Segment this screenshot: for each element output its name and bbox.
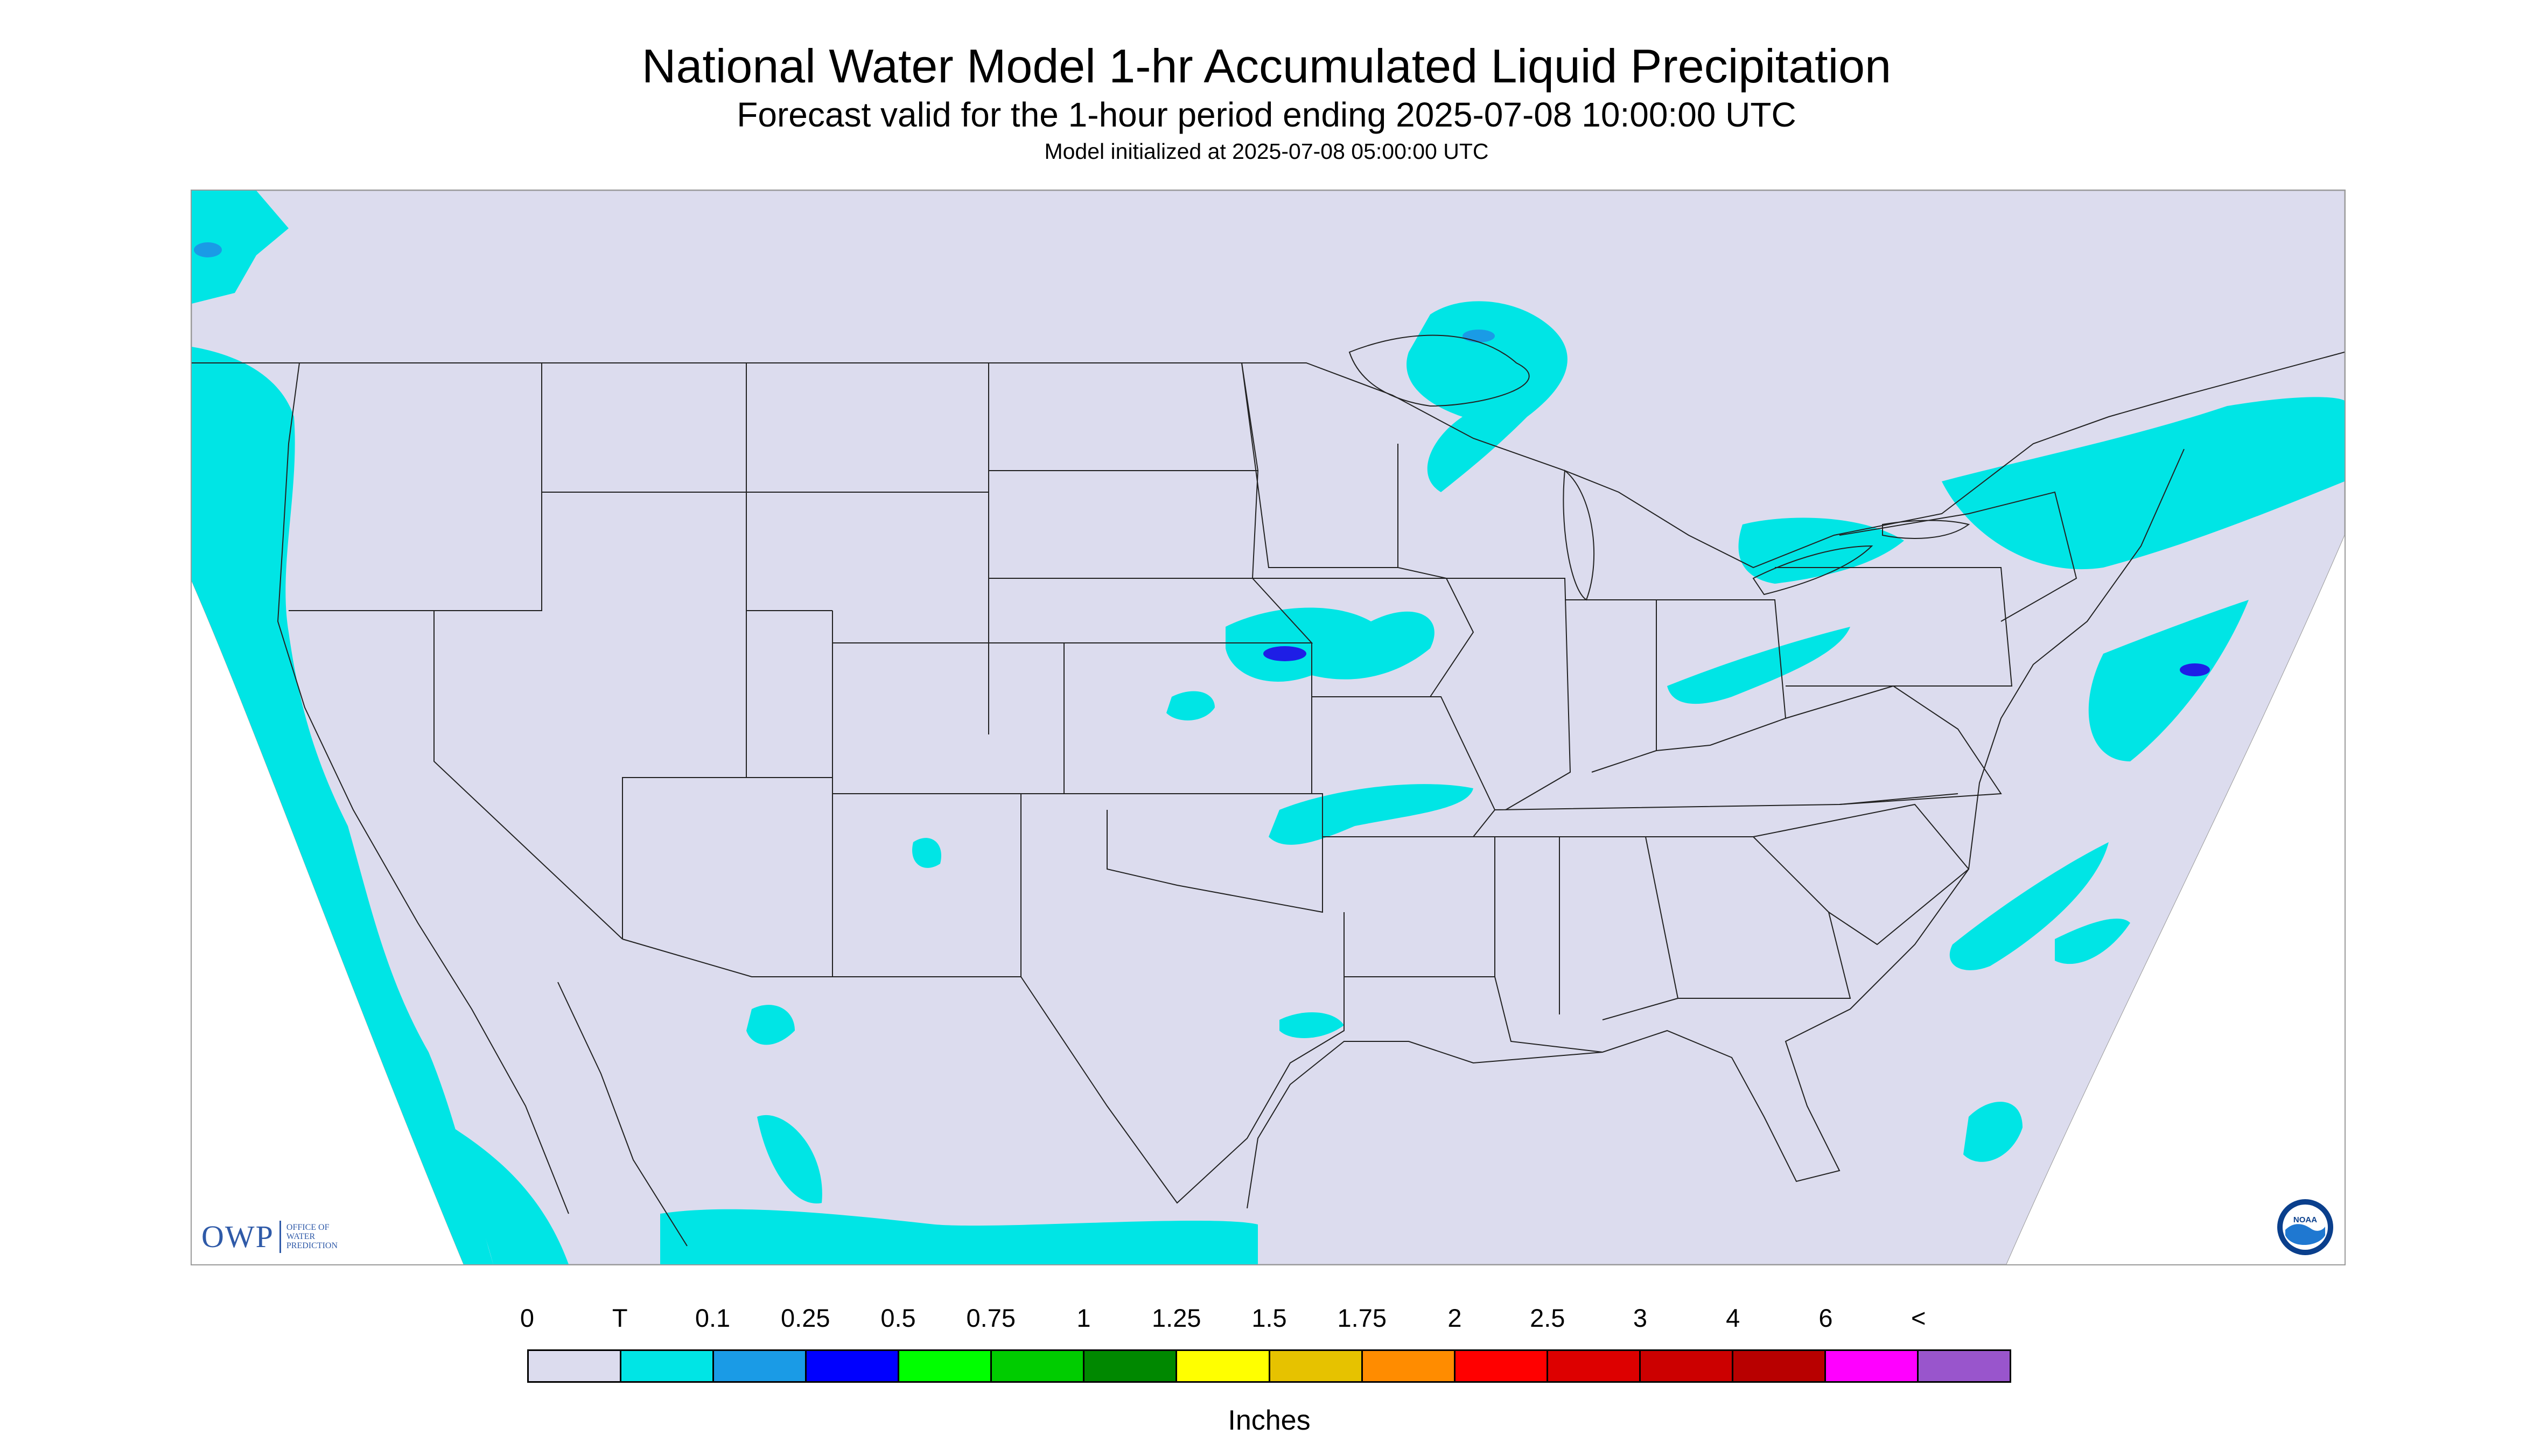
- legend-swatch-4: [899, 1351, 992, 1381]
- precip-pacific-nw: [192, 191, 289, 304]
- lake-superior-outline: [1348, 334, 1530, 407]
- legend-swatch-6: [1084, 1351, 1178, 1381]
- precip-iowa: [1226, 607, 1435, 682]
- state-borders: [192, 334, 2345, 1247]
- legend-colorbar: [527, 1349, 2011, 1383]
- precip-oklahoma-band: [1269, 784, 1473, 845]
- border-louisiana: [1344, 976, 1603, 1053]
- precip-atlantic-south: [2055, 918, 2130, 964]
- legend-label-8: 1.5: [1251, 1304, 1287, 1332]
- border-oklahoma: [1021, 793, 1323, 913]
- legend-label-11: 2.5: [1530, 1304, 1565, 1332]
- border-texas: [1020, 912, 1345, 1204]
- legend-swatch-9: [1362, 1351, 1456, 1381]
- lake-ontario-outline: [1882, 520, 1970, 539]
- legend-label-9: 1.75: [1337, 1304, 1387, 1332]
- legend-label-10: 2: [1447, 1304, 1462, 1332]
- legend-swatch-15: [1918, 1351, 2010, 1381]
- border-alabama: [1559, 836, 1679, 1020]
- legend-swatch-3: [807, 1351, 900, 1381]
- legend-swatch-2: [714, 1351, 807, 1381]
- legend-label-4: 0.5: [880, 1304, 916, 1332]
- legend-swatch-14: [1825, 1351, 1919, 1381]
- precip-new-mexico: [912, 838, 941, 868]
- precip-gulf-southwest: [1963, 1102, 2023, 1162]
- map-title: National Water Model 1-hr Accumulated Li…: [641, 39, 1892, 93]
- border-indiana: [1565, 599, 1657, 773]
- precip-lake-superior: [1407, 301, 1568, 492]
- owp-acronym: OWP: [201, 1219, 274, 1254]
- owp-divider: [279, 1220, 281, 1253]
- lake-michigan-outline: [1563, 470, 1595, 601]
- border-minnesota: [1241, 362, 1398, 568]
- border-west-2: [542, 492, 832, 611]
- border-pennsylvania: [1775, 567, 2013, 687]
- border-illinois: [1473, 578, 1571, 810]
- precip-pacific-coast: [192, 347, 493, 1264]
- coast-pacific: [277, 362, 569, 1214]
- lake-erie-outline: [1752, 545, 1873, 596]
- precip-mexico-west: [757, 1115, 822, 1203]
- legend-label-7: 1.25: [1152, 1304, 1201, 1332]
- legend-swatch-8: [1270, 1351, 1363, 1381]
- border-wyoming: [746, 492, 989, 643]
- precip-atlantic-streak: [1949, 842, 2109, 970]
- legend-swatch-12: [1640, 1351, 1733, 1381]
- legend-label-6: 1: [1076, 1304, 1091, 1332]
- border-west-1: [289, 363, 542, 611]
- precip-areas: [192, 191, 2345, 1264]
- legend-labels: 0 T 0.1 0.25 0.5 0.75 1 1.25 1.5 1.75 2 2.5 3 4 6 <: [520, 1303, 2011, 1341]
- border-nevada: [433, 611, 623, 940]
- owp-logo: OWP OFFICE OF WATER PREDICTION: [201, 1219, 338, 1255]
- legend-swatch-11: [1548, 1351, 1641, 1381]
- precip-kansas-patch: [1166, 691, 1215, 720]
- coast-atlantic: [1247, 449, 2185, 1209]
- legend-swatch-10: [1455, 1351, 1548, 1381]
- border-mexico: [622, 939, 1021, 977]
- precip-core-newengland: [2180, 663, 2210, 676]
- border-us-canada: [192, 352, 2345, 569]
- legend-label-15: <: [1911, 1304, 1926, 1332]
- precip-chihuahua: [746, 1005, 795, 1045]
- model-domain: [192, 191, 2345, 1264]
- precip-new-england-coast: [2088, 600, 2249, 761]
- precip-legend: 0 T 0.1 0.25 0.5 0.75 1 1.25 1.5 1.75 2 2.5 3 4 6 < Inc…: [520, 1303, 2011, 1443]
- noaa-logo-text: NOAA: [2293, 1215, 2317, 1224]
- legend-swatch-7: [1177, 1351, 1270, 1381]
- owp-name: OFFICE OF WATER PREDICTION: [286, 1223, 338, 1250]
- legend-swatch-0: [529, 1351, 622, 1381]
- legend-swatch-13: [1733, 1351, 1826, 1381]
- precip-ohio-band: [1667, 627, 1850, 704]
- map-canvas: [192, 191, 2345, 1264]
- precip-core-pacific: [194, 242, 222, 257]
- legend-label-3: 0.25: [781, 1304, 830, 1332]
- precip-core-iowa: [1263, 646, 1306, 661]
- precip-core-superior: [1463, 330, 1495, 342]
- legend-label-0: 0: [520, 1304, 535, 1332]
- model-init-subtitle: Model initialized at 2025-07-08 05:00:00…: [1044, 139, 1489, 164]
- legend-units-label: Inches: [1228, 1405, 1311, 1436]
- legend-label-13: 4: [1726, 1304, 1740, 1332]
- precip-texas-coast: [1279, 1012, 1344, 1038]
- coast-baja: [557, 982, 688, 1247]
- legend-swatch-1: [621, 1351, 715, 1381]
- noaa-logo-icon: NOAA: [2277, 1199, 2333, 1255]
- legend-label-5: 0.75: [966, 1304, 1016, 1332]
- forecast-valid-subtitle: Forecast valid for the 1-hour period end…: [737, 95, 1796, 134]
- legend-label-1: T: [612, 1304, 628, 1332]
- legend-swatch-5: [992, 1351, 1085, 1381]
- precip-quebec: [1942, 397, 2345, 570]
- precip-baja-offshore: [418, 1106, 569, 1264]
- legend-label-2: 0.1: [695, 1304, 731, 1332]
- legend-label-12: 3: [1633, 1304, 1648, 1332]
- precipitation-map: OWP OFFICE OF WATER PREDICTION NOAA: [191, 190, 2346, 1265]
- legend-label-14: 6: [1818, 1304, 1833, 1332]
- border-virginia: [1785, 685, 2002, 805]
- precip-southern-mexico: [660, 1209, 1258, 1264]
